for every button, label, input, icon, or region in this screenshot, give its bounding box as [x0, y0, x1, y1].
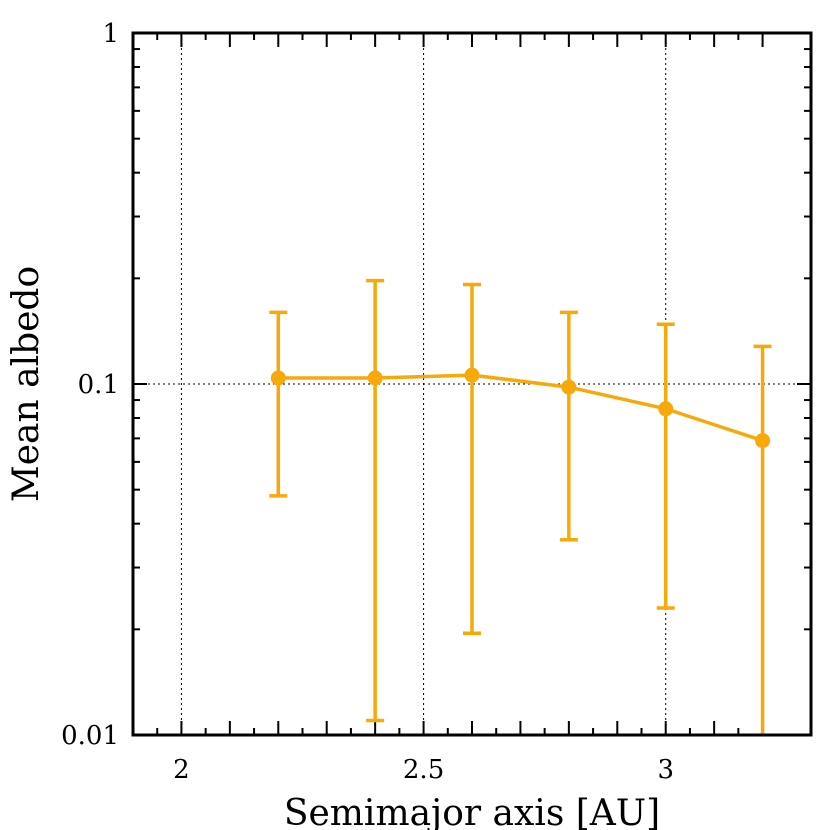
- x-tick-label: 2.5: [403, 755, 444, 785]
- x-tick-label: 2: [173, 755, 190, 785]
- labels-layer: 2 2.5 3 0.01 0.1 1: [61, 19, 674, 785]
- y-tick-label: 0.01: [61, 721, 119, 751]
- data-point: [270, 370, 286, 386]
- series-layer: [269, 278, 772, 735]
- y-tick-label: 1: [102, 19, 119, 49]
- x-axis-label: Semimajor axis [AU]: [284, 793, 660, 830]
- x-tick-label: 3: [657, 755, 674, 785]
- data-point: [755, 433, 771, 449]
- y-axis-label: Mean albedo: [6, 266, 47, 502]
- series-line: [278, 373, 764, 443]
- y-tick-label: 0.1: [78, 370, 119, 400]
- data-point: [658, 401, 674, 417]
- data-point: [561, 379, 577, 395]
- plot-frame: [131, 31, 813, 737]
- data-point: [464, 367, 480, 383]
- data-point: [367, 370, 383, 386]
